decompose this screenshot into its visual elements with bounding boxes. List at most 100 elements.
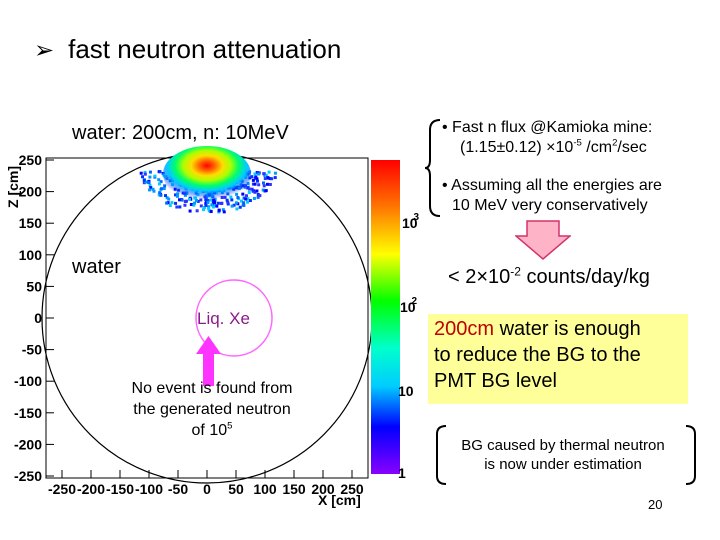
- y-tick-label: -100: [14, 373, 42, 389]
- scatter-point: [184, 200, 187, 203]
- scatter-point: [151, 188, 154, 191]
- colorbar-tick-1000: 103: [402, 212, 419, 231]
- scatter-point: [248, 188, 251, 191]
- scatter-point: [178, 198, 181, 201]
- x-tick-label: 50: [228, 481, 244, 497]
- scatter-point: [218, 209, 221, 212]
- x-tick-label: 0: [203, 481, 211, 497]
- x-tick-label: -200: [77, 481, 105, 497]
- scatter-point: [140, 172, 143, 175]
- scatter-point: [204, 204, 207, 207]
- colorbar: [371, 160, 400, 474]
- y-tick-label: 0: [34, 310, 42, 326]
- scatter-point: [255, 189, 258, 192]
- bullet-flux-line-1: • Fast n flux @Kamioka mine:: [442, 118, 652, 138]
- scatter-point: [274, 172, 277, 175]
- scatter-point: [148, 176, 151, 179]
- conclusion-line-3: PMT BG level: [434, 368, 682, 394]
- scatter-point: [163, 184, 166, 187]
- right-bracket-icon: [684, 424, 698, 486]
- scatter-point: [174, 202, 177, 205]
- scatter-point: [141, 175, 144, 178]
- x-tick-label: 100: [253, 481, 277, 497]
- bullet-energy: • Assuming all the energies are 10 MeV v…: [442, 176, 662, 216]
- scatter-point: [165, 202, 168, 205]
- scatter-point: [248, 191, 251, 194]
- scatter-point: [253, 197, 256, 200]
- scatter-point: [253, 172, 256, 175]
- y-tick-label: 100: [19, 247, 43, 263]
- y-axis-label: Z [cm]: [5, 166, 21, 208]
- scatter-point: [158, 191, 161, 194]
- bullet-flux: • Fast n flux @Kamioka mine: (1.15±0.12)…: [442, 118, 652, 158]
- scatter-point: [263, 184, 266, 187]
- scatter-point: [258, 194, 261, 197]
- note-line-1: No event is found from: [112, 378, 312, 399]
- scatter-point: [175, 206, 178, 209]
- y-tick-label: 50: [26, 278, 42, 294]
- counts-result: < 2×10-2 counts/day/kg: [448, 266, 650, 289]
- scatter-point: [269, 183, 272, 186]
- scatter-point: [239, 206, 242, 209]
- x-tick-label: 150: [282, 481, 306, 497]
- x-axis-label: X [cm]: [318, 492, 361, 508]
- scatter-point: [158, 170, 161, 173]
- scatter-point: [167, 198, 170, 201]
- scatter-point: [202, 208, 205, 211]
- scatter-point: [268, 171, 271, 174]
- slide-title: ➢ fast neutron attenuation: [34, 34, 341, 65]
- left-brace-icon: [424, 118, 442, 218]
- scatter-point: [210, 210, 213, 213]
- scatter-point: [274, 176, 277, 179]
- y-tick-label: -50: [22, 342, 42, 358]
- svg-text:2: 2: [411, 296, 417, 307]
- scatter-point: [190, 203, 193, 206]
- scatter-point: [189, 210, 192, 213]
- scatter-point: [153, 175, 156, 178]
- x-tick-label: -250: [48, 481, 76, 497]
- scatter-point: [147, 181, 150, 184]
- hotspot: [163, 146, 251, 202]
- scatter-point: [193, 202, 196, 205]
- thermal-line-1: BG caused by thermal neutron: [448, 436, 678, 455]
- scatter-point: [267, 177, 270, 180]
- scatter-point: [257, 172, 260, 175]
- scatter-point: [200, 204, 203, 207]
- page-number: 20: [648, 497, 662, 512]
- x-tick-label: -50: [168, 481, 188, 497]
- scatter-point: [242, 201, 245, 204]
- scatter-point: [215, 205, 218, 208]
- scatter-point: [242, 204, 245, 207]
- scatter-point: [149, 171, 152, 174]
- scatter-point: [159, 194, 162, 197]
- scatter-point: [220, 202, 223, 205]
- scatter-point: [230, 198, 233, 201]
- scatter-point: [236, 196, 239, 199]
- title-text: fast neutron attenuation: [68, 34, 341, 64]
- scatter-point: [183, 204, 186, 207]
- colorbar-tick-1: 1: [398, 465, 406, 481]
- scatter-point: [170, 201, 173, 204]
- scatter-point: [158, 182, 161, 185]
- down-arrow-icon: [515, 220, 571, 260]
- conclusion-line-2: to reduce the BG to the: [434, 342, 682, 368]
- y-tick-label: 200: [19, 184, 43, 200]
- scatter-point: [265, 189, 268, 192]
- scatter-point: [148, 188, 151, 191]
- liqxe-label: Liq. Xe: [197, 309, 250, 329]
- attenuation-plot: -250 -200 -150 -100 -50 0 50 100 150 200 250250200…: [0, 140, 420, 520]
- scatter-point: [241, 193, 244, 196]
- scatter-point: [196, 209, 199, 212]
- y-tick-label: -150: [14, 405, 42, 421]
- scatter-point: [217, 202, 220, 205]
- scatter-point: [246, 201, 249, 204]
- scatter-point: [262, 181, 265, 184]
- scatter-point: [254, 183, 257, 186]
- scatter-point: [223, 210, 226, 213]
- scatter-point: [157, 178, 160, 181]
- scatter-point: [249, 199, 252, 202]
- scatter-point: [160, 187, 163, 190]
- note-line-2: the generated neutron: [112, 399, 312, 420]
- arrow-bullet-icon: ➢: [34, 36, 54, 65]
- no-event-note: No event is found from the generated neu…: [112, 378, 312, 441]
